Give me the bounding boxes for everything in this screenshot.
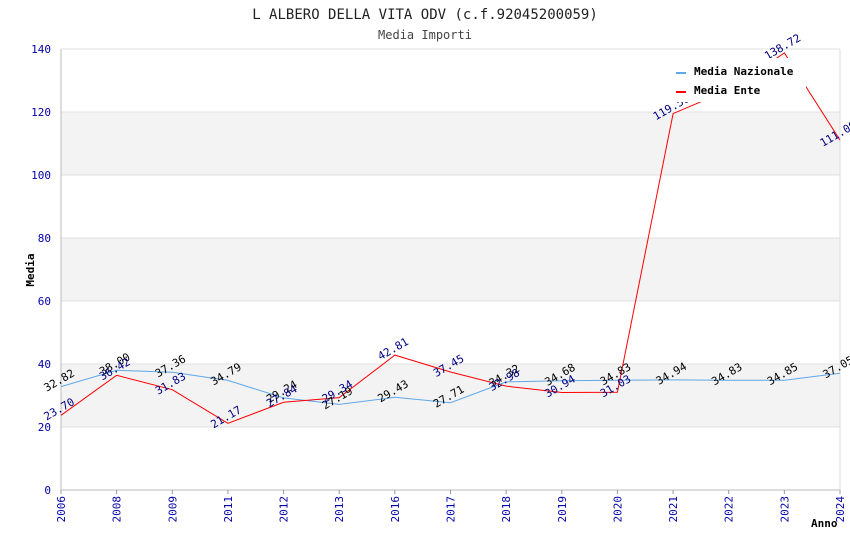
chart-subtitle: Media Importi: [378, 28, 472, 42]
x-tick-label: 2021: [667, 496, 680, 523]
y-ticks: 0 20 40 60 80 100 120 140: [31, 43, 51, 497]
y-tick-label: 0: [44, 484, 51, 497]
x-tick-label: 2017: [445, 496, 458, 523]
x-tick-label: 2016: [389, 496, 402, 523]
legend-box: [668, 58, 806, 102]
x-tick-label: 2013: [333, 496, 346, 523]
y-axis-label: Media: [24, 253, 37, 286]
data-label-ente: 138.72: [762, 31, 803, 62]
chart-title: L ALBERO DELLA VITA ODV (c.f.92045200059…: [252, 7, 598, 23]
x-tick-label: 2023: [778, 496, 791, 523]
x-tick-label: 2012: [278, 496, 291, 523]
legend-label: Media Nazionale: [694, 65, 794, 78]
x-tick-label: 2011: [222, 496, 235, 523]
y-tick-label: 80: [38, 232, 51, 245]
x-tick-label: 2022: [723, 496, 736, 523]
x-ticks: 2006 2008 2009 2011 2012 2013 2016 2017 2018 2019…: [55, 490, 847, 523]
legend: Media Nazionale Media Ente: [668, 58, 806, 102]
x-tick-label: 2006: [55, 496, 68, 523]
band-100-120: [61, 112, 840, 175]
band-60-80: [61, 238, 840, 301]
y-tick-label: 120: [31, 106, 51, 119]
y-tick-label: 40: [38, 358, 51, 371]
y-tick-label: 60: [38, 295, 51, 308]
x-tick-label: 2009: [166, 496, 179, 523]
x-tick-label: 2018: [500, 496, 513, 523]
x-tick-label: 2020: [611, 496, 624, 523]
y-tick-label: 100: [31, 169, 51, 182]
x-tick-label: 2024: [834, 496, 847, 523]
y-tick-label: 20: [38, 421, 51, 434]
x-axis-label: Anno: [811, 517, 838, 530]
x-tick-label: 2008: [111, 496, 124, 523]
y-tick-label: 140: [31, 43, 51, 56]
series-line-media-nazionale: [60, 369, 841, 405]
background-bands: [61, 112, 840, 427]
x-tick-label: 2019: [556, 496, 569, 523]
legend-label: Media Ente: [694, 84, 761, 97]
